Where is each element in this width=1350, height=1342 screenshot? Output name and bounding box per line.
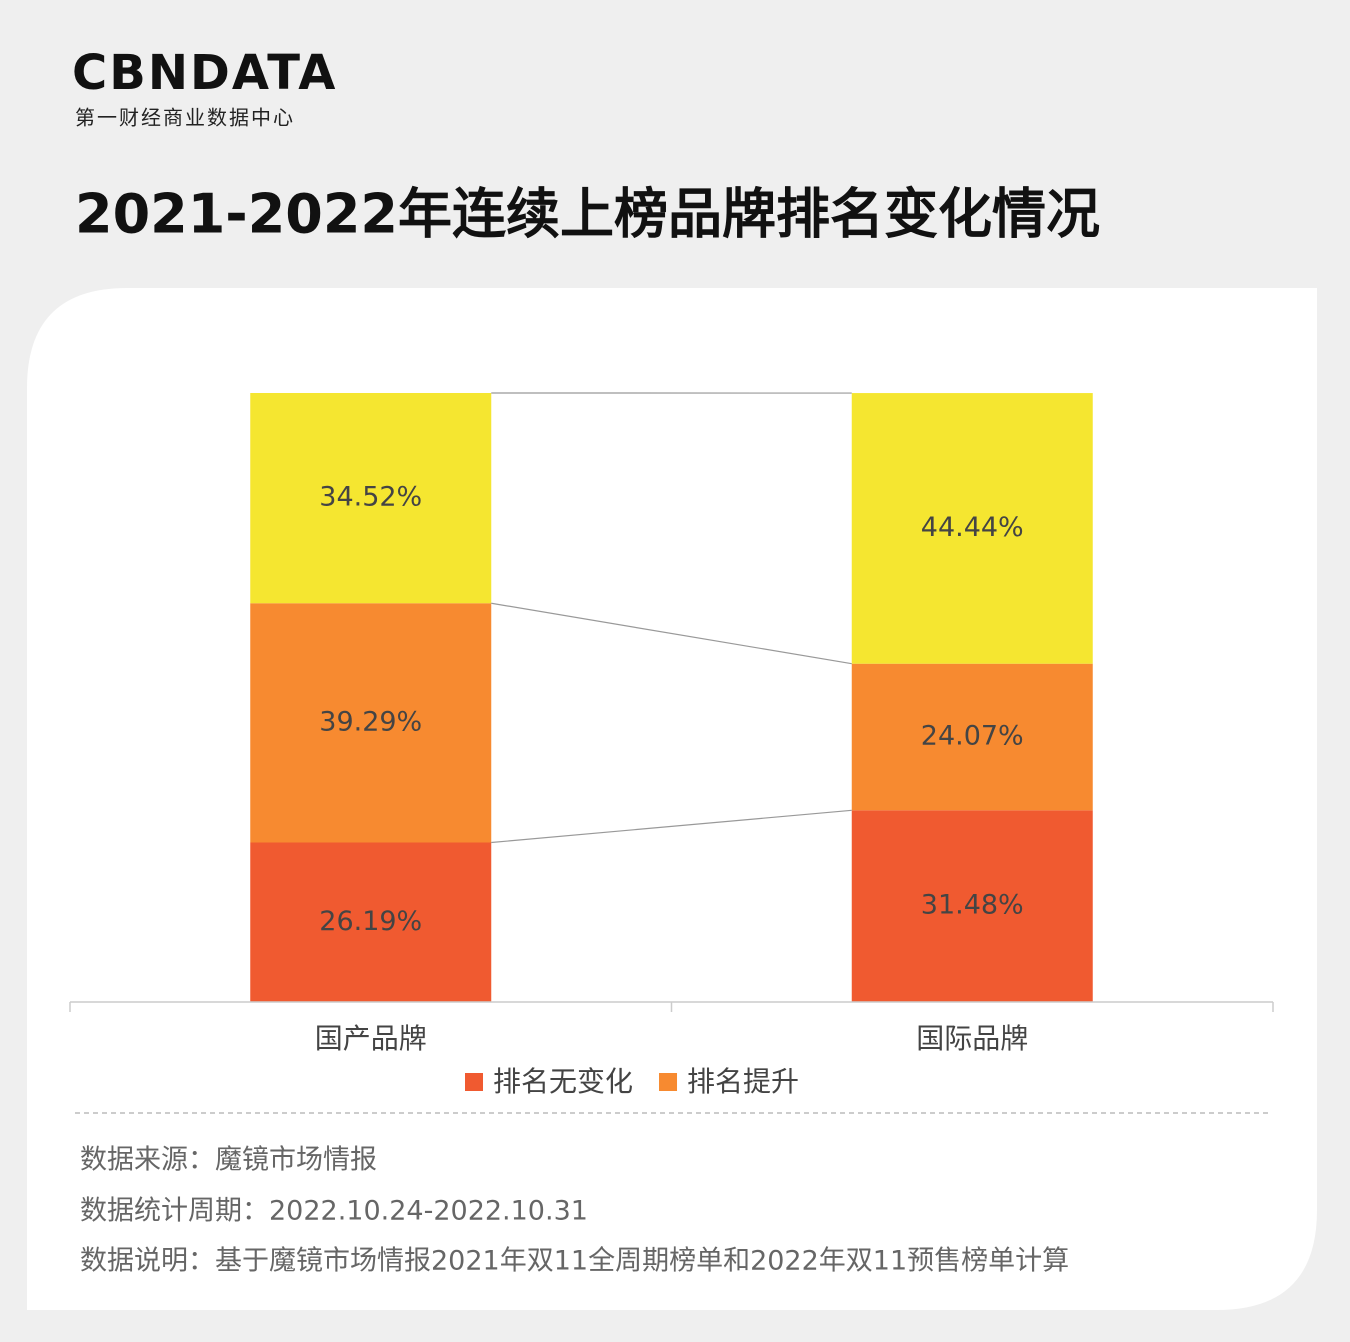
legend-label: 排名提升 (687, 1065, 799, 1098)
bar-segment (851, 810, 1093, 1002)
bar-segment (250, 393, 492, 604)
value-label: 26.19% (319, 906, 422, 937)
legend-swatch (465, 1073, 483, 1091)
x-tick-label: 国际品牌 (916, 1022, 1028, 1055)
footer-note: 数据来源：魔镜市场情报 (80, 1145, 377, 1176)
bar-segment (250, 603, 492, 843)
footer-note: 数据说明：基于魔镜市场情报2021年双11全周期榜单和2022年双11预售榜单计… (80, 1246, 1069, 1277)
value-label: 31.48% (921, 890, 1024, 921)
legend-label: 排名无变化 (493, 1065, 633, 1098)
bar-segment (250, 842, 492, 1002)
logo-subtitle: 第一财经商业数据中心 (75, 106, 295, 130)
connector-line (491, 809, 852, 844)
chart-title: 2021-2022年连续上榜品牌排名变化情况 (75, 183, 1100, 246)
bar-segment (851, 393, 1093, 664)
logo: CBNDATA (72, 45, 337, 101)
x-tick-label: 国产品牌 (315, 1022, 427, 1055)
connector-line (491, 602, 852, 665)
value-label: 34.52% (319, 482, 422, 513)
value-label: 39.29% (319, 706, 422, 737)
value-label: 24.07% (921, 720, 1024, 751)
bar-segment (851, 663, 1093, 811)
legend-swatch (659, 1073, 678, 1091)
value-label: 44.44% (921, 512, 1024, 543)
footer-note: 数据统计周期：2022.10.24-2022.10.31 (80, 1196, 588, 1227)
